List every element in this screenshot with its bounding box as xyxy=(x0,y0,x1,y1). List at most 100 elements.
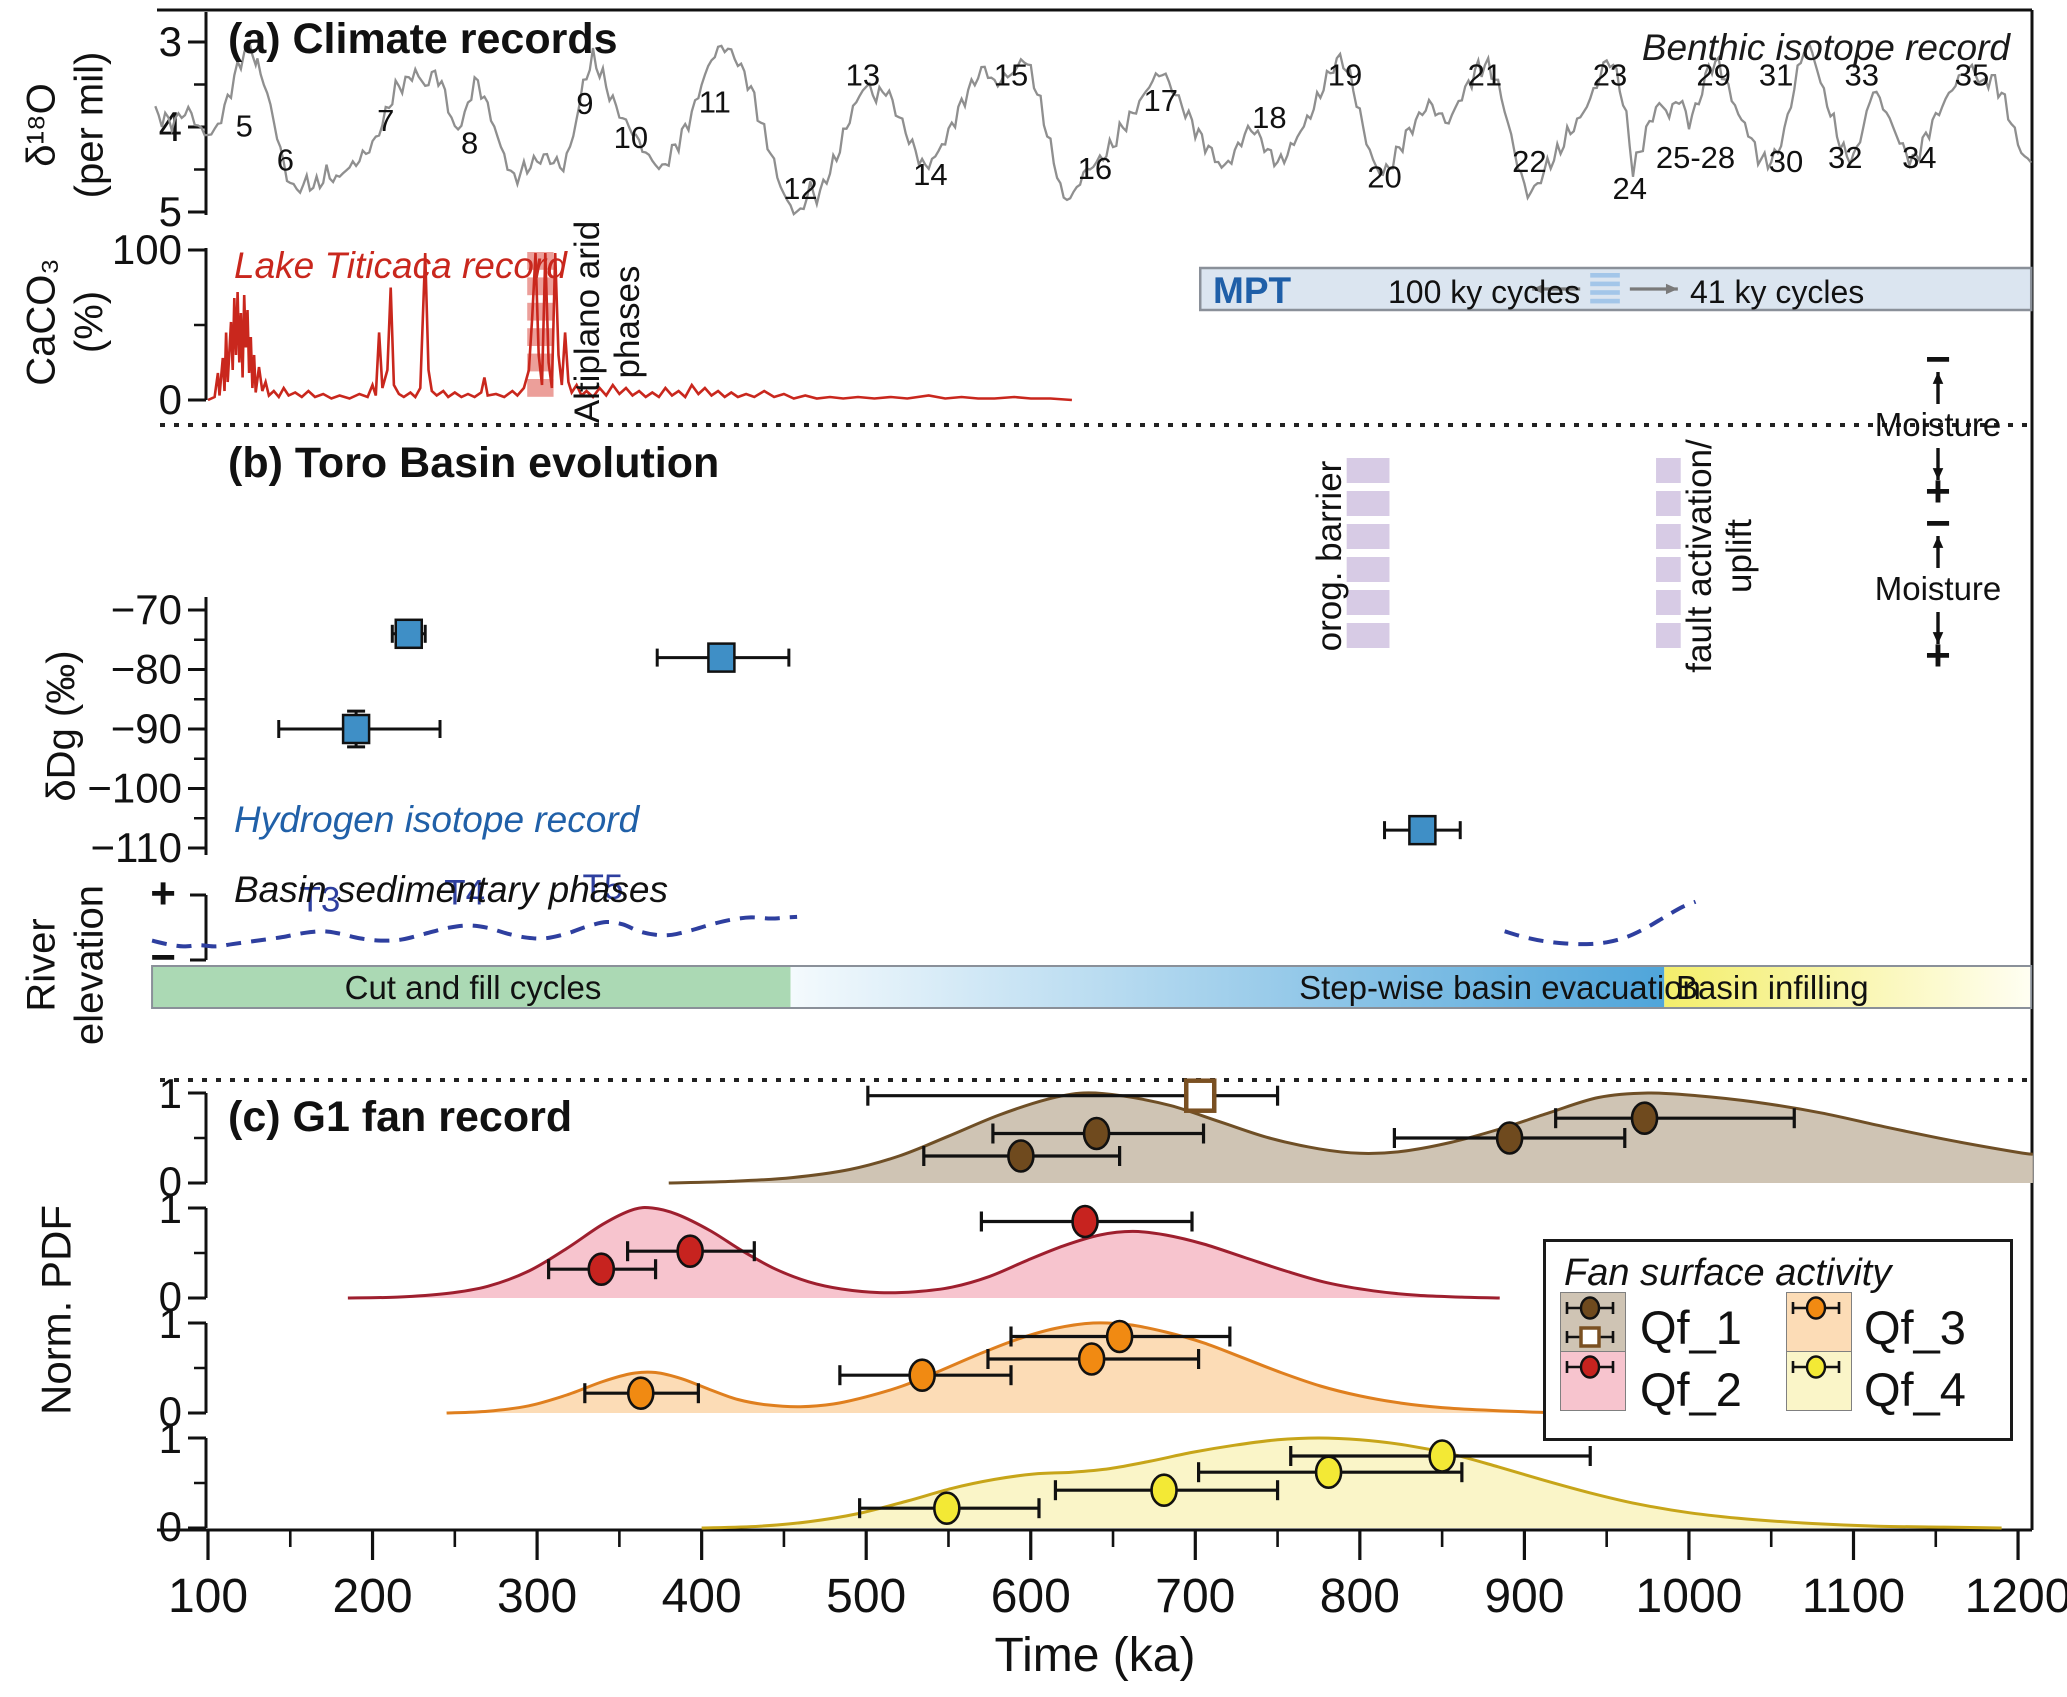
moisture-arrow-down-head xyxy=(1932,632,1944,644)
hydrogen-record-label: Hydrogen isotope record xyxy=(234,799,640,840)
ddg-tick-label: −100 xyxy=(87,765,182,812)
fan-data-point-Qf_1 xyxy=(1007,1139,1035,1173)
benthic-record-label: Benthic isotope record xyxy=(1641,27,2010,68)
hydrogen-data-square xyxy=(1408,814,1437,846)
moisture-b-minus: − xyxy=(1925,499,1951,549)
mis-stage-label: 29 xyxy=(1696,57,1730,92)
x-axis-tick-label: 1100 xyxy=(1802,1570,1905,1623)
mis-stage-label: 6 xyxy=(277,142,294,177)
mpt-41ky-label: 41 ky cycles xyxy=(1690,274,1865,310)
event-bar-block xyxy=(1656,590,1681,615)
pdf-row-tick-label: 0 xyxy=(159,1273,182,1320)
mis-stage-label: 15 xyxy=(994,57,1028,92)
hydrogen-data-square xyxy=(341,713,371,745)
cut-and-fill-label: Cut and fill cycles xyxy=(344,969,602,1006)
mis-stage-label: 25-28 xyxy=(1656,140,1735,175)
mpt-hatch xyxy=(1590,281,1620,287)
mis-stage-label: 16 xyxy=(1078,151,1112,186)
pdf-row-tick-label: 1 xyxy=(159,1185,182,1232)
mis-stage-label: 22 xyxy=(1512,144,1546,179)
fan-pdf-line-Qf_2 xyxy=(347,1206,1500,1300)
mis-stage-label: 24 xyxy=(1612,171,1646,206)
x-axis-tick-label: 900 xyxy=(1484,1570,1564,1623)
mis-stage-label: 12 xyxy=(783,171,817,206)
x-axis-tick-label: 800 xyxy=(1320,1570,1400,1623)
x-axis-tick-label: 700 xyxy=(1155,1570,1235,1623)
mis-stage-label: 11 xyxy=(699,85,731,120)
norm-pdf-axis-label: Norm. PDF xyxy=(32,1205,80,1415)
fan-data-point-Qf_1 xyxy=(1082,1116,1111,1151)
panel-a-title: (a) Climate records xyxy=(228,15,618,63)
mpt-arrow-left-head xyxy=(1532,283,1545,295)
pdf-row-tick-label: 1 xyxy=(159,1070,182,1117)
mis-stage-label: 20 xyxy=(1367,159,1401,194)
mis-stage-label: 23 xyxy=(1593,57,1627,92)
legend-marker-icon-Qf_2 xyxy=(1565,1355,1615,1379)
fan-data-point-Qf_4 xyxy=(1428,1439,1456,1473)
titicaca-record-label: Lake Titicaca record xyxy=(234,245,567,286)
fan-pdf-fill-Qf_3 xyxy=(446,1322,1566,1413)
mis-stage-label: 30 xyxy=(1769,144,1803,179)
x-axis-tick-label: 600 xyxy=(991,1570,1071,1623)
pdf-row-tick-label: 1 xyxy=(159,1300,182,1347)
river-axis-label-1: River xyxy=(19,918,64,1012)
hydrogen-data-square xyxy=(707,642,736,673)
fan-pdf-fill-Qf_2 xyxy=(347,1207,1500,1298)
fan-data-point-Qf_4 xyxy=(933,1491,961,1525)
fan-pdf-fill-Qf_1 xyxy=(668,1092,2033,1183)
mis-stage-label: 13 xyxy=(846,57,880,92)
mpt-hatch xyxy=(1590,298,1620,304)
arid-phases-label-1: Altiplano arid xyxy=(568,220,608,424)
mis-stage-label: 21 xyxy=(1468,57,1502,92)
x-axis-tick-label: 100 xyxy=(168,1570,248,1623)
caco3-tick-label: 100 xyxy=(112,226,182,273)
fan-data-point-Qf_2 xyxy=(676,1234,704,1268)
moisture-a-minus: − xyxy=(1925,335,1951,385)
mis-stage-label: 31 xyxy=(1759,57,1793,92)
legend-swatch-qf3 xyxy=(1786,1292,1852,1352)
panel-b-title: (b) Toro Basin evolution xyxy=(228,439,720,487)
mis-stage-label: 32 xyxy=(1828,140,1862,175)
fan-pdf-line-Qf_3 xyxy=(446,1321,1566,1415)
terrace-label: T3 xyxy=(299,881,340,920)
event-bar-block xyxy=(1656,458,1681,483)
river-plus-label: + xyxy=(150,869,176,918)
x-axis-tick-label: 1200 xyxy=(1965,1570,2067,1623)
pdf-row-tick-label: 0 xyxy=(159,1388,182,1435)
mpt-arrow-right-head xyxy=(1665,283,1678,295)
d18o-axis-label-1: δ¹⁸O xyxy=(19,83,64,167)
mpt-label: MPT xyxy=(1213,270,1292,311)
legend-label-qf3: Qf_3 xyxy=(1864,1301,1966,1354)
moisture-a-label: Moisture xyxy=(1874,406,2002,444)
event-bar-block xyxy=(1346,491,1390,516)
legend-marker-icon-Qf_3 xyxy=(1791,1296,1841,1320)
ddg-tick-label: −70 xyxy=(111,586,182,633)
fan-pdf-line-Qf_4 xyxy=(701,1436,2002,1530)
mpt-hatch xyxy=(1590,290,1620,295)
fan-data-point-Qf_3 xyxy=(908,1358,936,1392)
legend-label-qf4: Qf_4 xyxy=(1864,1363,1966,1416)
phase-bar-segment xyxy=(790,966,1665,1008)
moisture-arrow-down-head xyxy=(1932,468,1944,480)
legend-marker-icon-Qf_4 xyxy=(1791,1355,1841,1379)
legend-swatch-qf1 xyxy=(1560,1292,1626,1352)
fan-data-point-Qf_4 xyxy=(1150,1473,1178,1507)
fan-data-point-Qf_4 xyxy=(1314,1455,1343,1489)
basin-phases-label: Basin sedimentary phases xyxy=(234,869,668,910)
mis-stage-label: 33 xyxy=(1844,57,1878,92)
event-bar-block xyxy=(1656,524,1681,549)
fan-legend: Fan surface activity Qf_1 Qf_2 Qf_3 Qf_4 xyxy=(1543,1239,2013,1441)
mis-stage-label: 8 xyxy=(461,125,478,160)
ddg-tick-label: −110 xyxy=(91,824,183,871)
fault-activation-label-1: fault activation/ xyxy=(1680,439,1720,673)
terrace-label: T5 xyxy=(582,868,623,907)
titicaca-curve xyxy=(207,252,1072,402)
fault-activation-label-2: uplift xyxy=(1720,519,1760,593)
terrace-label: T4 xyxy=(444,874,485,913)
event-bar-block xyxy=(1656,491,1681,516)
pdf-row-tick-label: 1 xyxy=(159,1415,182,1462)
d18o-tick-label: 3 xyxy=(159,18,182,65)
phase-bar-border xyxy=(151,965,2033,1009)
fan-data-point-Qf_3 xyxy=(626,1376,655,1410)
